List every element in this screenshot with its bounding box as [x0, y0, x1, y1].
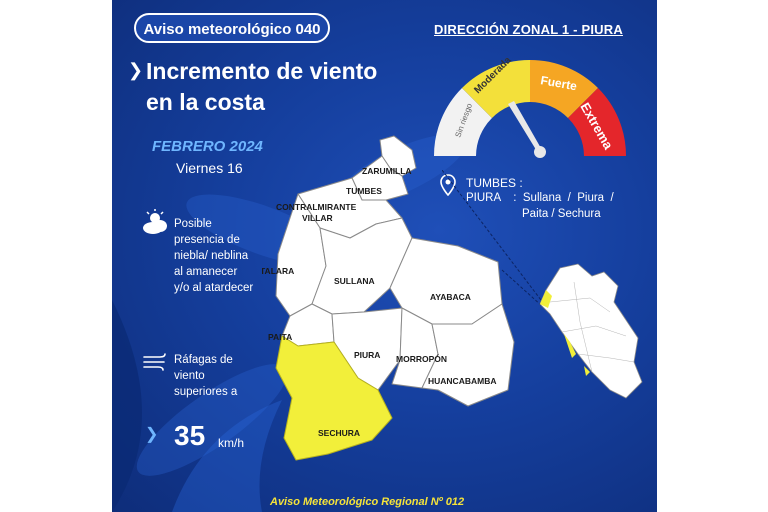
wind-speed-unit: km/h — [218, 436, 245, 450]
speed-marker-icon: ❯ — [145, 426, 159, 443]
zone-title: DIRECCIÓN ZONAL 1 - PIURA — [434, 22, 623, 37]
label-sullana: SULLANA — [334, 276, 375, 286]
wind-description: Ráfagas de viento superiores a — [174, 354, 238, 398]
location-tumbes: TUMBES : — [466, 176, 523, 190]
location-piura: PIURA : Sullana / Piura / — [466, 192, 614, 204]
label-contralmirante: CONTRALMIRANTE — [276, 202, 357, 212]
inset-highlight-north — [540, 290, 552, 308]
map-region-sechura — [275, 335, 393, 461]
map-region-huancabamba — [421, 303, 515, 407]
label-villar: VILLAR — [302, 213, 333, 223]
weekday-date: Viernes 16 — [176, 160, 243, 176]
label-paita: PAITA — [268, 332, 292, 342]
footer-bulletin-ref: Aviso Meteorológico Regional Nº 012 — [270, 496, 465, 508]
label-huancabamba: HUANCABAMBA — [428, 376, 496, 386]
gauge-segment-extrema — [568, 88, 627, 156]
label-tumbes: TUMBES — [346, 186, 382, 196]
fog-description: Posible presencia de niebla/ neblina al … — [174, 218, 254, 294]
inset-connector — [442, 170, 545, 307]
label-piura: PIURA — [354, 350, 380, 360]
bulletin-badge: Aviso meteorológico 040 — [134, 13, 330, 43]
label-ayabaca: AYABACA — [430, 292, 471, 302]
gauge-segment-fuerte — [530, 59, 598, 118]
peru-inset-map — [539, 263, 643, 399]
inset-highlight-south — [584, 366, 590, 376]
headline: Incremento de viento en la costa — [146, 58, 378, 115]
gauge-needle — [508, 101, 542, 153]
risk-gauge: Sin riesgo Moderada Fuerte Extrema — [433, 55, 627, 158]
label-talara: TALARA — [262, 266, 294, 276]
wind-icon — [143, 353, 166, 371]
gauge-segment-sin-riesgo — [433, 88, 492, 156]
label-sechura: SECHURA — [318, 428, 360, 438]
warning-card: Aviso meteorológico 040 DIRECCIÓN ZONAL … — [112, 0, 657, 512]
wind-speed-value: 35 — [174, 420, 206, 451]
gauge-label-fuerte: Fuerte — [539, 73, 578, 93]
inset-highlight-coast — [564, 334, 576, 358]
region-map: ZARUMILLA TUMBES CONTRALMIRANTE VILLAR T… — [262, 135, 515, 461]
location-pin-icon — [440, 174, 456, 196]
location-piura-cont: Paita / Sechura — [522, 208, 601, 220]
fog-cloud-icon — [143, 209, 167, 234]
month-year: FEBRERO 2024 — [152, 138, 263, 155]
headline-marker-icon: ❯ — [128, 60, 144, 80]
label-morropon: MORROPÓN — [396, 353, 447, 364]
label-zarumilla: ZARUMILLA — [362, 166, 412, 176]
